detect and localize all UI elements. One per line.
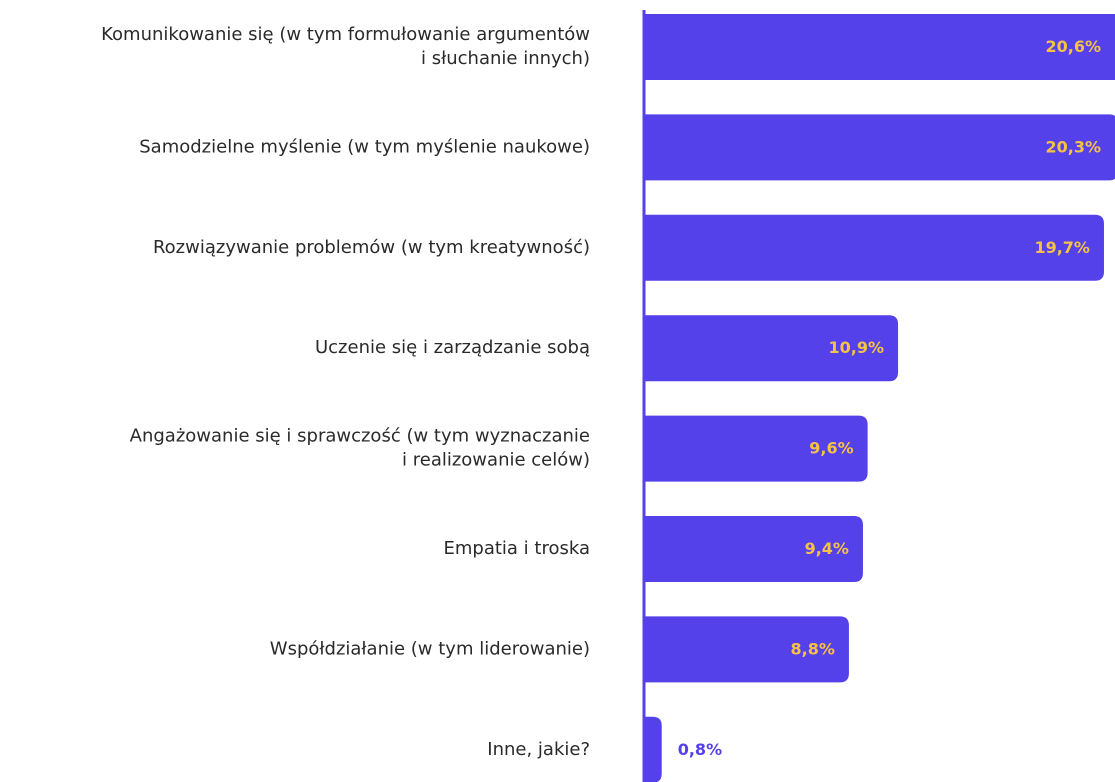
category-label: Samodzielne myślenie (w tym myślenie nau… bbox=[139, 136, 590, 157]
value-label: 0,8% bbox=[678, 739, 722, 758]
bar bbox=[643, 616, 849, 683]
value-label: 9,6% bbox=[809, 438, 853, 457]
value-label: 10,9% bbox=[829, 338, 885, 357]
bar bbox=[643, 14, 1115, 80]
category-label: Rozwiązywanie problemów (w tym kreatywno… bbox=[153, 237, 590, 258]
bar bbox=[643, 415, 868, 482]
value-label: 20,6% bbox=[1045, 37, 1101, 56]
category-label: Angażowanie się i sprawczość (w tym wyzn… bbox=[130, 426, 590, 471]
value-label: 20,3% bbox=[1045, 137, 1101, 156]
bar bbox=[643, 716, 662, 782]
category-label: Empatia i troska bbox=[444, 538, 591, 559]
bar bbox=[643, 315, 899, 382]
value-label: 8,8% bbox=[791, 639, 835, 658]
category-label: Inne, jakie? bbox=[487, 739, 590, 760]
category-label: Współdziałanie (w tym liderowanie) bbox=[270, 638, 590, 659]
bar bbox=[643, 516, 863, 582]
value-label: 19,7% bbox=[1034, 237, 1090, 256]
category-label: Komunikowanie się (w tym formułowanie ar… bbox=[101, 24, 590, 69]
bar bbox=[643, 214, 1104, 281]
bar bbox=[643, 114, 1115, 181]
category-label: Uczenie się i zarządzanie sobą bbox=[315, 337, 590, 358]
value-label: 9,4% bbox=[805, 539, 849, 558]
